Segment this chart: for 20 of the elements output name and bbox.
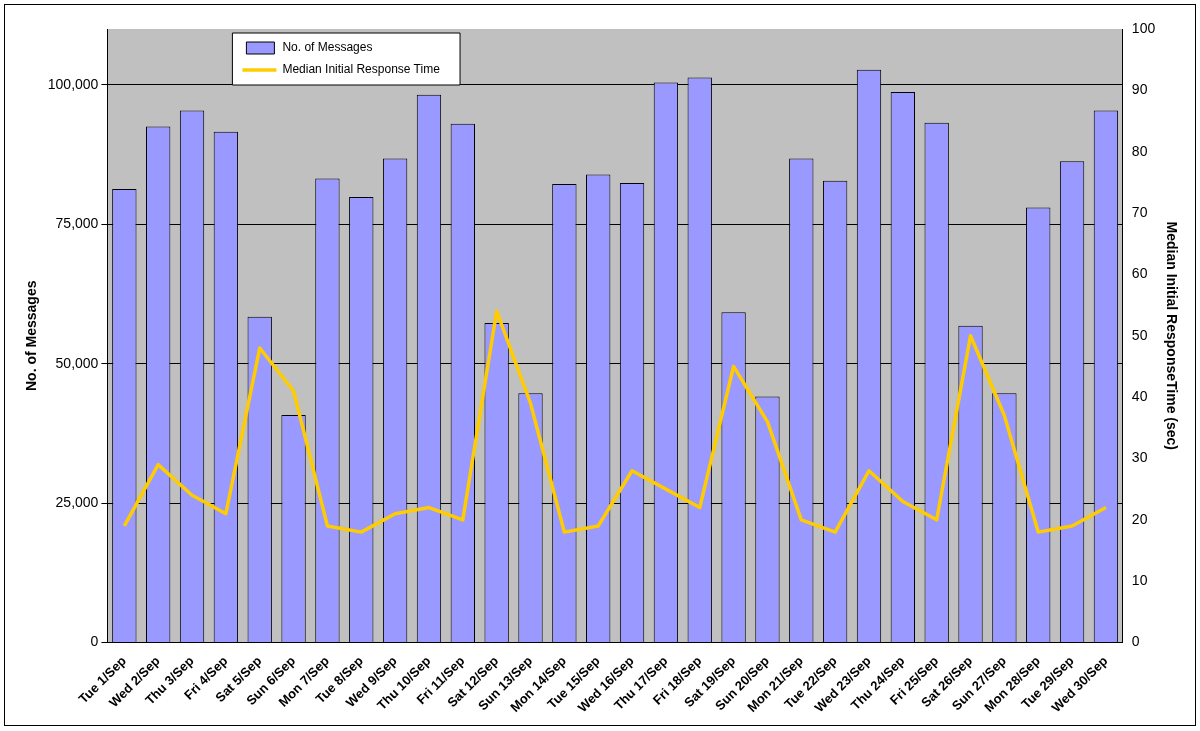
y2-tick-label: 0 bbox=[1131, 633, 1140, 650]
y2-tick-label: 90 bbox=[1131, 81, 1148, 98]
legend-label: Median Initial Response Time bbox=[282, 62, 441, 77]
y-tick-label: 75,000 bbox=[55, 215, 99, 232]
y2-tick-label: 70 bbox=[1131, 203, 1148, 220]
y2-tick-label: 60 bbox=[1131, 265, 1148, 282]
y-tick-label: 25,000 bbox=[55, 493, 99, 510]
y-tick-label: 100,000 bbox=[47, 75, 99, 92]
y2-tick-label: 50 bbox=[1131, 326, 1148, 343]
y2-tick-label: 10 bbox=[1131, 572, 1148, 589]
y2-tick-label: 20 bbox=[1131, 510, 1148, 527]
y-axis-title: No. of Messages bbox=[23, 280, 40, 392]
y2-tick-label: 30 bbox=[1131, 449, 1148, 466]
y2-tick-label: 40 bbox=[1131, 387, 1148, 404]
y-tick-label: 0 bbox=[90, 633, 99, 650]
y2-tick-label: 100 bbox=[1131, 19, 1156, 36]
y2-axis-title: Median Initial ResponseTime (sec) bbox=[1163, 221, 1180, 451]
y-tick-label: 50,000 bbox=[55, 354, 99, 371]
y2-tick-label: 80 bbox=[1131, 142, 1148, 159]
legend-label: No. of Messages bbox=[282, 40, 373, 55]
